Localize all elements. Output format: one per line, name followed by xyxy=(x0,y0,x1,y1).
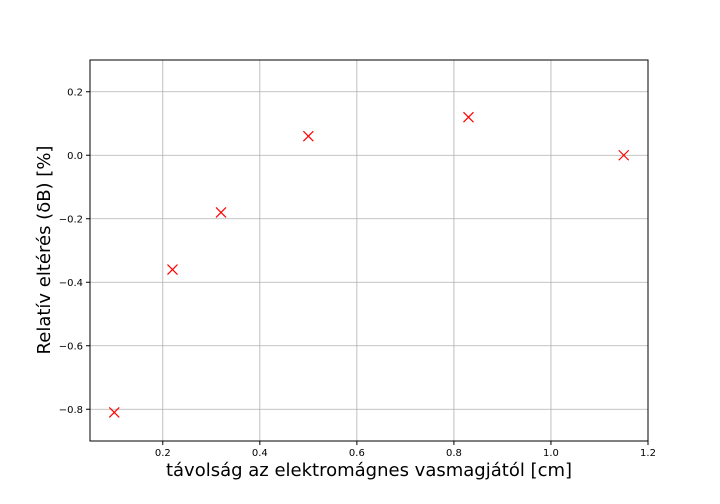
data-point xyxy=(167,264,178,275)
marker-stroke xyxy=(463,111,474,123)
tick-labels: 0.2 0.4 0.6 0.8 1.0 1.2 −0.8 −0.6 −0.4 −0.2 0.0 0.2 xyxy=(59,87,656,459)
y-tick-label: −0.6 xyxy=(59,341,83,352)
y-tick-label: −0.2 xyxy=(59,214,83,225)
x-tick-label: 0.2 xyxy=(155,448,171,459)
data-point xyxy=(108,407,120,418)
y-tick-label: −0.8 xyxy=(59,405,83,416)
x-tick-label: 1.2 xyxy=(640,448,656,459)
y-tick-label: −0.4 xyxy=(59,278,83,289)
marker-stroke xyxy=(215,206,227,218)
x-tick-label: 0.4 xyxy=(252,448,268,459)
data-points xyxy=(108,111,630,418)
y-tick-label: 0.0 xyxy=(67,151,83,162)
marker-stroke xyxy=(108,407,120,418)
data-point xyxy=(463,111,474,123)
marker-stroke xyxy=(167,264,178,275)
y-tick-label: 0.2 xyxy=(67,87,83,98)
marker-stroke xyxy=(618,149,630,161)
y-axis-label: Relatív eltérés (δB) [%] xyxy=(34,146,55,355)
data-point xyxy=(618,149,630,161)
x-axis-label: távolság az elektromágnes vasmagjától [c… xyxy=(166,460,572,481)
axis-ticks xyxy=(86,91,649,445)
x-tick-label: 0.8 xyxy=(446,448,462,459)
data-point xyxy=(302,130,314,142)
plot-frame xyxy=(89,59,649,442)
marker-stroke xyxy=(302,130,314,142)
data-point xyxy=(215,206,227,218)
grid-lines xyxy=(90,60,649,441)
x-tick-label: 1.0 xyxy=(543,448,559,459)
x-tick-label: 0.6 xyxy=(349,448,365,459)
